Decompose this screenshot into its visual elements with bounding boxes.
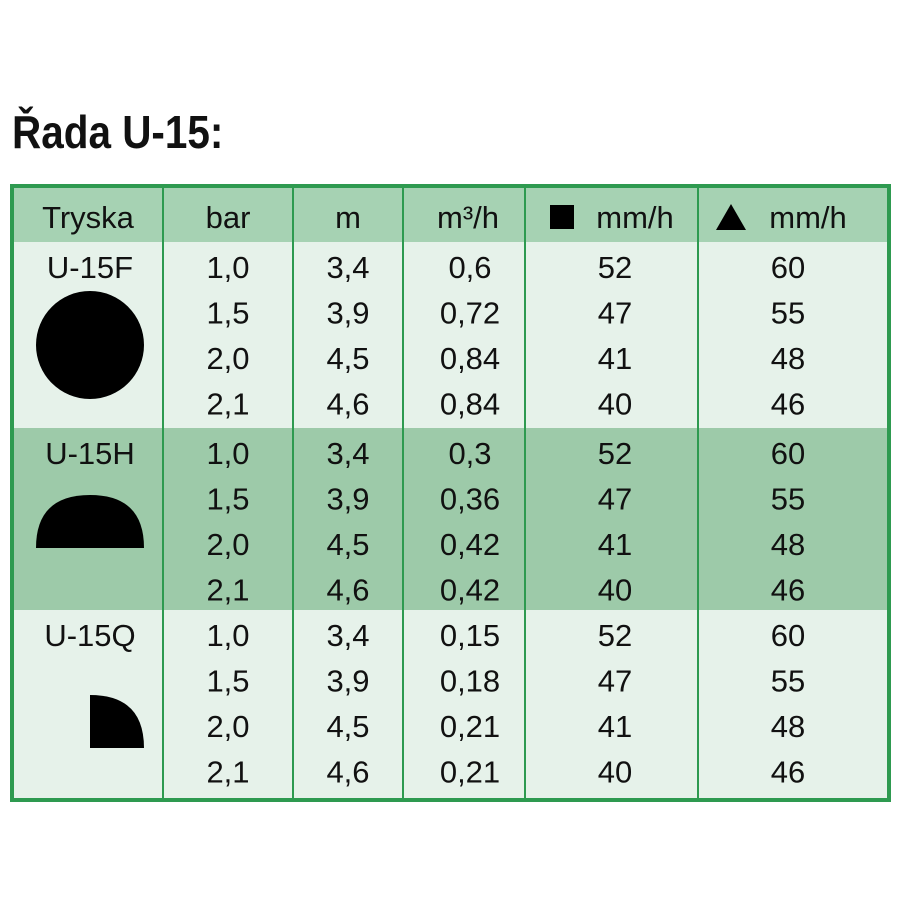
column-lines — [162, 186, 699, 800]
table-cell: 2,1 — [206, 387, 249, 422]
table-cell: 1,0 — [206, 618, 249, 653]
table-cell: 3,4 — [326, 250, 369, 285]
table-cell: 41 — [598, 341, 632, 376]
table-cell: 1,0 — [206, 250, 249, 285]
header-bg — [12, 186, 889, 242]
quarter-circle-icon — [90, 695, 144, 748]
group-bg — [12, 428, 889, 610]
table-cell: 55 — [771, 664, 805, 699]
table-cell: 1,5 — [206, 482, 249, 517]
table-cell: 4,6 — [326, 387, 369, 422]
table-cell: 41 — [598, 527, 632, 562]
table-cell: 46 — [771, 387, 805, 422]
table-cell: 4,6 — [326, 573, 369, 608]
table-cell: 0,42 — [440, 527, 500, 562]
table-cell: 52 — [598, 436, 632, 471]
table-cell: 40 — [598, 573, 632, 608]
table-cell: 0,15 — [440, 618, 500, 653]
table-cell: 40 — [598, 755, 632, 790]
group-bg — [12, 610, 889, 800]
table-cell: 0,6 — [448, 250, 491, 285]
table-cell: 0,84 — [440, 341, 500, 376]
table-cell: 47 — [598, 664, 632, 699]
square-icon — [550, 205, 574, 229]
table-cell: 46 — [771, 573, 805, 608]
table-cell: 4,6 — [326, 755, 369, 790]
table-cell: 52 — [598, 250, 632, 285]
table-cell: 0,21 — [440, 755, 500, 790]
table-cell: 0,21 — [440, 709, 500, 744]
table-cell: 3,9 — [326, 664, 369, 699]
triangle-icon — [716, 204, 746, 230]
table-cell: 0,72 — [440, 296, 500, 331]
table-cell: 40 — [598, 387, 632, 422]
header-cell: m³/h — [437, 200, 499, 235]
title: Řada U-15: — [12, 107, 223, 159]
table-cell: 1,5 — [206, 664, 249, 699]
table-cell: 60 — [771, 436, 805, 471]
table-cell: 2,0 — [206, 527, 249, 562]
table-cell: 4,5 — [326, 527, 369, 562]
table-cell: 2,0 — [206, 709, 249, 744]
table-cell: 55 — [771, 296, 805, 331]
table-cell: 55 — [771, 482, 805, 517]
full-circle-icon — [36, 291, 144, 399]
table-cell: 3,9 — [326, 482, 369, 517]
table-cell: 2,1 — [206, 573, 249, 608]
table-cell: 48 — [771, 341, 805, 376]
table-cell: 3,9 — [326, 296, 369, 331]
table-cell: 47 — [598, 296, 632, 331]
header-cell: m — [335, 200, 361, 235]
header-cell: mm/h — [769, 200, 847, 235]
half-circle-icon — [36, 495, 144, 548]
table-cell: 52 — [598, 618, 632, 653]
table-cell: 0,84 — [440, 387, 500, 422]
table-cell: 1,0 — [206, 436, 249, 471]
table-cell: 60 — [771, 250, 805, 285]
table-cell: 1,5 — [206, 296, 249, 331]
table-cell: 48 — [771, 527, 805, 562]
table-cell: 2,0 — [206, 341, 249, 376]
table-cell: 0,36 — [440, 482, 500, 517]
table-cell: 48 — [771, 709, 805, 744]
table-cell: 3,4 — [326, 436, 369, 471]
group-bg — [12, 242, 889, 428]
table-cell: 4,5 — [326, 709, 369, 744]
header-cell: bar — [206, 200, 251, 235]
table-cell: 0,42 — [440, 573, 500, 608]
table-cell: 0,3 — [448, 436, 491, 471]
table-cell: 0,18 — [440, 664, 500, 699]
nozzle-name: U-15Q — [44, 618, 135, 653]
table-cell: 41 — [598, 709, 632, 744]
header-cell: Tryska — [42, 200, 135, 235]
table-cell: 47 — [598, 482, 632, 517]
nozzle-name: U-15F — [47, 250, 133, 285]
table-border — [10, 184, 891, 802]
nozzle-name: U-15H — [45, 436, 135, 471]
table-cell: 4,5 — [326, 341, 369, 376]
table-cell: 3,4 — [326, 618, 369, 653]
table-cell: 46 — [771, 755, 805, 790]
table-cell: 2,1 — [206, 755, 249, 790]
header-cell: mm/h — [596, 200, 674, 235]
table-cell: 60 — [771, 618, 805, 653]
